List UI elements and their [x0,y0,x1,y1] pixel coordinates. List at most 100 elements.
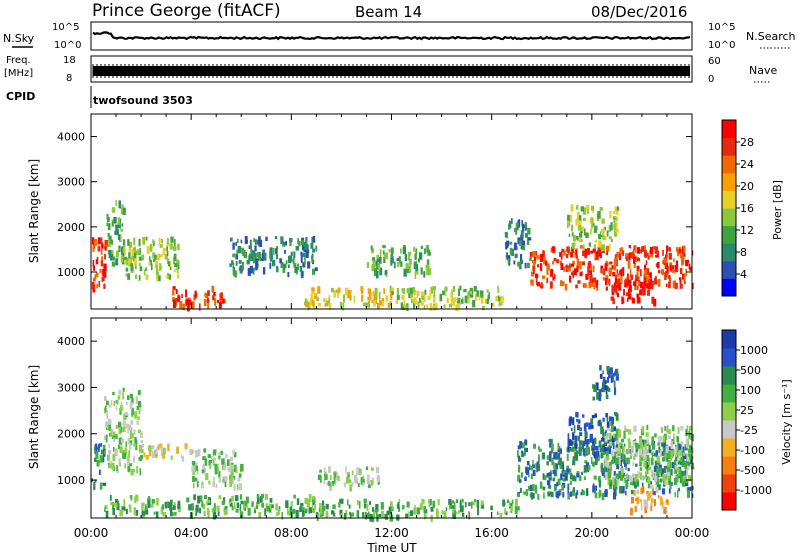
data-cell [181,454,183,459]
data-cell [622,268,625,277]
data-cell [432,286,436,291]
velocity-ylabel: Slant Range [km] [27,365,41,469]
data-cell [550,491,554,498]
data-cell [546,472,550,477]
data-cell [301,255,303,263]
data-cell [128,504,132,509]
data-cell [578,215,582,221]
y-tick-label: 1000 [57,266,85,279]
data-cell [477,508,479,516]
data-cell [119,389,122,396]
data-cell [644,449,647,453]
data-cell [119,509,123,517]
data-cell [592,222,595,227]
data-cell [684,475,687,480]
data-cell [655,254,658,258]
data-cell [290,506,293,513]
data-cell [204,458,208,466]
data-cell [578,261,582,270]
data-cell [643,440,647,444]
data-cell [604,458,608,466]
data-cell [368,481,371,488]
data-cell [359,468,362,475]
data-cell [531,484,535,492]
data-cell [201,500,204,508]
data-cell [616,370,619,377]
data-cell [176,261,180,269]
data-cell [611,285,615,293]
data-cell [141,502,144,511]
data-cell [424,513,426,520]
data-cell [328,297,331,304]
data-cell [108,404,112,408]
data-cell [136,405,139,411]
data-cell [148,256,151,261]
data-cell [576,254,578,259]
data-cell [576,268,579,273]
data-cell [390,257,394,264]
data-cell [285,241,287,246]
data-cell [397,262,399,268]
data-cell [263,252,267,261]
data-cell [527,227,531,235]
data-cell [305,237,308,242]
data-cell [414,300,418,304]
data-cell [665,452,669,458]
data-cell [253,238,256,243]
data-cell [520,230,524,238]
data-cell [293,494,296,499]
data-cell [616,456,620,464]
data-cell [591,461,596,467]
data-cell [363,498,367,503]
data-cell [366,513,370,518]
data-cell [546,455,550,460]
data-cell [358,501,361,509]
data-cell [600,453,604,459]
data-cell [118,437,123,445]
data-cell [607,461,609,468]
data-cell [615,434,619,441]
data-cell [340,498,344,504]
data-cell [652,443,656,450]
data-cell [591,223,594,229]
data-cell [598,480,601,488]
data-cell [566,468,570,473]
data-cell [624,426,626,432]
data-cell [382,245,386,249]
data-cell [128,245,131,253]
data-cell [608,244,611,249]
data-cell [461,299,464,304]
data-cell [297,238,299,245]
data-cell [376,475,380,483]
data-cell [633,489,636,496]
data-cell [566,465,569,470]
data-cell [166,242,170,247]
data-cell [579,432,583,436]
data-cell [590,282,594,287]
data-cell [312,268,315,275]
data-cell [299,506,303,512]
data-cell [601,438,605,442]
data-cell [598,233,601,240]
data-cell [292,256,295,264]
data-cell [166,250,169,256]
data-cell [456,303,461,310]
data-cell [586,205,590,210]
data-cell [636,496,640,505]
data-cell [244,236,248,244]
data-cell [633,425,637,432]
power-cells [91,200,694,312]
data-cell [232,253,235,258]
data-cell [159,254,163,258]
data-cell [663,433,667,441]
data-cell [509,503,513,509]
data-cell [626,297,629,302]
data-cell [115,200,117,207]
data-cell [636,489,640,495]
data-cell [669,264,672,272]
data-cell [677,250,680,257]
data-cell [645,260,648,265]
data-cell [186,497,190,503]
data-cell [547,491,551,497]
data-cell [684,462,688,470]
